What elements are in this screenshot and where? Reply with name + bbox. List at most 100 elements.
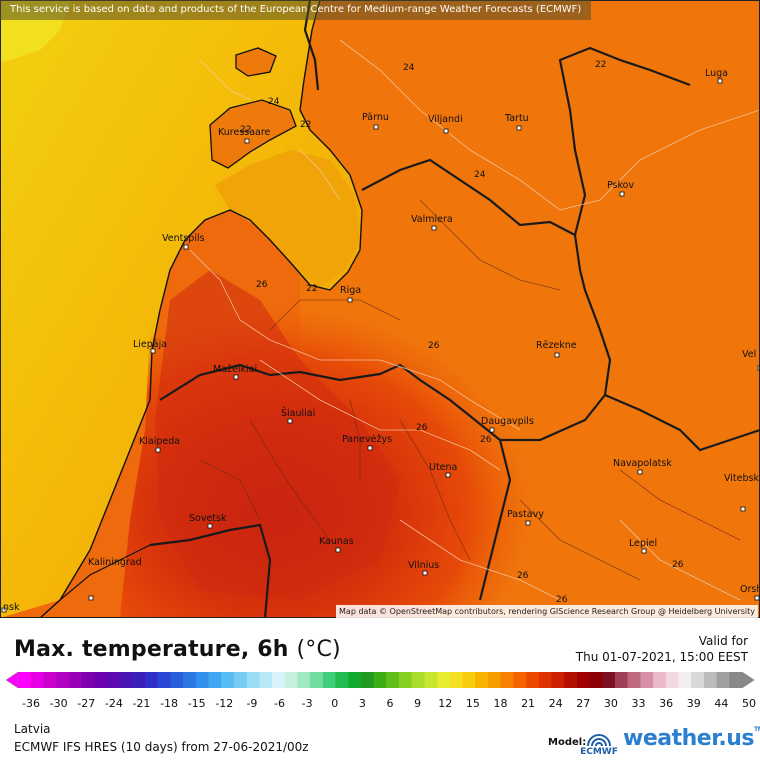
contour-labels: 24 22 24 24 22 26 22 26 26 26 26 26 26 2… xyxy=(240,60,684,605)
city-marker[interactable] xyxy=(207,523,213,529)
city-marker[interactable] xyxy=(155,447,161,453)
city-marker[interactable] xyxy=(637,469,643,475)
scale-swatch xyxy=(614,672,629,688)
scale-swatch xyxy=(297,672,311,688)
scale-swatch xyxy=(576,672,591,688)
city-marker[interactable] xyxy=(740,506,746,512)
city-marker[interactable] xyxy=(422,570,428,576)
city-marker[interactable] xyxy=(619,191,625,197)
scale-tick-label: 15 xyxy=(466,697,480,710)
city-label: Sovetsk xyxy=(189,513,227,524)
contour-label: 22 xyxy=(306,284,317,294)
city-marker[interactable] xyxy=(489,427,495,433)
city-marker[interactable] xyxy=(233,374,239,380)
scale-tick-label: 18 xyxy=(493,697,507,710)
scale-swatch xyxy=(703,672,718,688)
city-marker[interactable] xyxy=(554,352,560,358)
city-label: Šiauliai xyxy=(281,407,315,419)
city-label: Panevėžys xyxy=(342,434,392,445)
scale-swatch xyxy=(68,672,83,688)
city-layer: Luga Kuressaare Pärnu Viljandi Tartu Pskov Val… xyxy=(1,68,760,613)
scale-swatch xyxy=(30,672,45,688)
temperature-map[interactable]: 24 22 24 24 22 26 22 26 26 26 26 26 26 2… xyxy=(0,0,760,618)
hiiumaa-island xyxy=(235,47,277,77)
city-marker[interactable] xyxy=(244,138,250,144)
country-borders xyxy=(149,0,760,618)
ecmwf-logo-text: ECMWF xyxy=(580,747,618,757)
scale-swatch xyxy=(411,672,426,688)
scale-swatch xyxy=(259,672,273,688)
hot-core-2 xyxy=(155,270,400,600)
page-title: Max. temperature, 6h (°C) xyxy=(14,637,341,662)
scale-swatch xyxy=(310,672,324,688)
city-label: Riga xyxy=(340,285,361,296)
scale-swatch xyxy=(272,672,286,688)
city-marker[interactable] xyxy=(431,225,437,231)
city-marker[interactable] xyxy=(717,78,723,84)
scale-tick-label: 12 xyxy=(438,697,452,710)
map-copyright[interactable]: Map data © OpenStreetMap contributors, r… xyxy=(336,605,758,618)
city-marker[interactable] xyxy=(367,445,373,451)
contour-label: 24 xyxy=(268,97,280,107)
scale-swatch xyxy=(462,672,476,688)
city-marker[interactable] xyxy=(347,297,353,303)
city-label: Vilnius xyxy=(408,560,439,571)
scale-swatch xyxy=(284,672,299,688)
valid-time[interactable]: Thu 01-07-2021, 15:00 EEST xyxy=(575,650,748,664)
scale-swatch xyxy=(551,672,565,688)
city-marker[interactable] xyxy=(445,472,451,478)
scale-swatch xyxy=(538,672,553,688)
city-label: Tartu xyxy=(504,113,529,124)
city-label: Utena xyxy=(429,462,457,473)
scale-swatch xyxy=(94,672,108,688)
admin-boundaries xyxy=(199,199,741,581)
scale-tick-label: 50 xyxy=(742,697,756,710)
scale-swatch xyxy=(56,672,70,688)
city-label: Mažeikiai xyxy=(213,364,257,375)
model-run[interactable]: ECMWF IFS HRES (10 days) from 27-06-2021… xyxy=(14,740,309,754)
city-marker[interactable] xyxy=(287,418,293,424)
city-label: Rēzekne xyxy=(536,340,577,351)
saaremaa-island xyxy=(209,99,297,169)
scale-swatch xyxy=(360,672,375,688)
brand-text: weather.us xyxy=(623,726,755,751)
city-label: Navapolatsk xyxy=(613,458,672,469)
city-marker[interactable] xyxy=(150,348,156,354)
scale-tick-label: -21 xyxy=(132,697,150,710)
scale-tick-label: 33 xyxy=(632,697,646,710)
city-marker[interactable] xyxy=(443,128,449,134)
city-label: Kaunas xyxy=(319,536,354,547)
scale-tick-label: 3 xyxy=(359,697,366,710)
city-label: Valmiera xyxy=(411,214,453,225)
city-marker[interactable] xyxy=(516,125,522,131)
scale-swatch xyxy=(373,672,387,688)
city-marker[interactable] xyxy=(335,547,341,553)
city-label: Lepiel xyxy=(629,538,657,549)
scale-tick-label: 21 xyxy=(521,697,535,710)
brand-logo[interactable]: weather.usTM xyxy=(623,726,760,751)
scale-swatch xyxy=(424,672,438,688)
city-marker[interactable] xyxy=(373,124,379,130)
scale-tick-label: 36 xyxy=(659,697,673,710)
city-label: Vitebsk xyxy=(724,473,759,484)
city-marker[interactable] xyxy=(525,520,531,526)
city-label: Vel xyxy=(742,349,756,360)
city-marker[interactable] xyxy=(641,548,647,554)
city-label: Ventspils xyxy=(162,233,205,244)
scale-tick-label: -15 xyxy=(188,697,206,710)
scale-swatch xyxy=(513,672,527,688)
city-label: Pärnu xyxy=(362,112,389,123)
city-marker[interactable] xyxy=(183,244,189,250)
city-marker[interactable] xyxy=(754,595,760,601)
scale-tick-label: 39 xyxy=(687,697,701,710)
ecmwf-logo[interactable]: ECMWF xyxy=(580,728,618,757)
contour-label: 24 xyxy=(474,170,486,180)
scale-tick-label: -12 xyxy=(215,697,233,710)
city-marker[interactable] xyxy=(88,595,94,601)
city-label: Pastavy xyxy=(507,509,544,520)
gulf-of-riga xyxy=(215,150,360,288)
scale-swatch xyxy=(399,672,413,688)
city-marker[interactable] xyxy=(1,607,7,613)
attribution-banner: This service is based on data and produc… xyxy=(0,0,592,20)
city-label: Orsh xyxy=(740,584,760,595)
